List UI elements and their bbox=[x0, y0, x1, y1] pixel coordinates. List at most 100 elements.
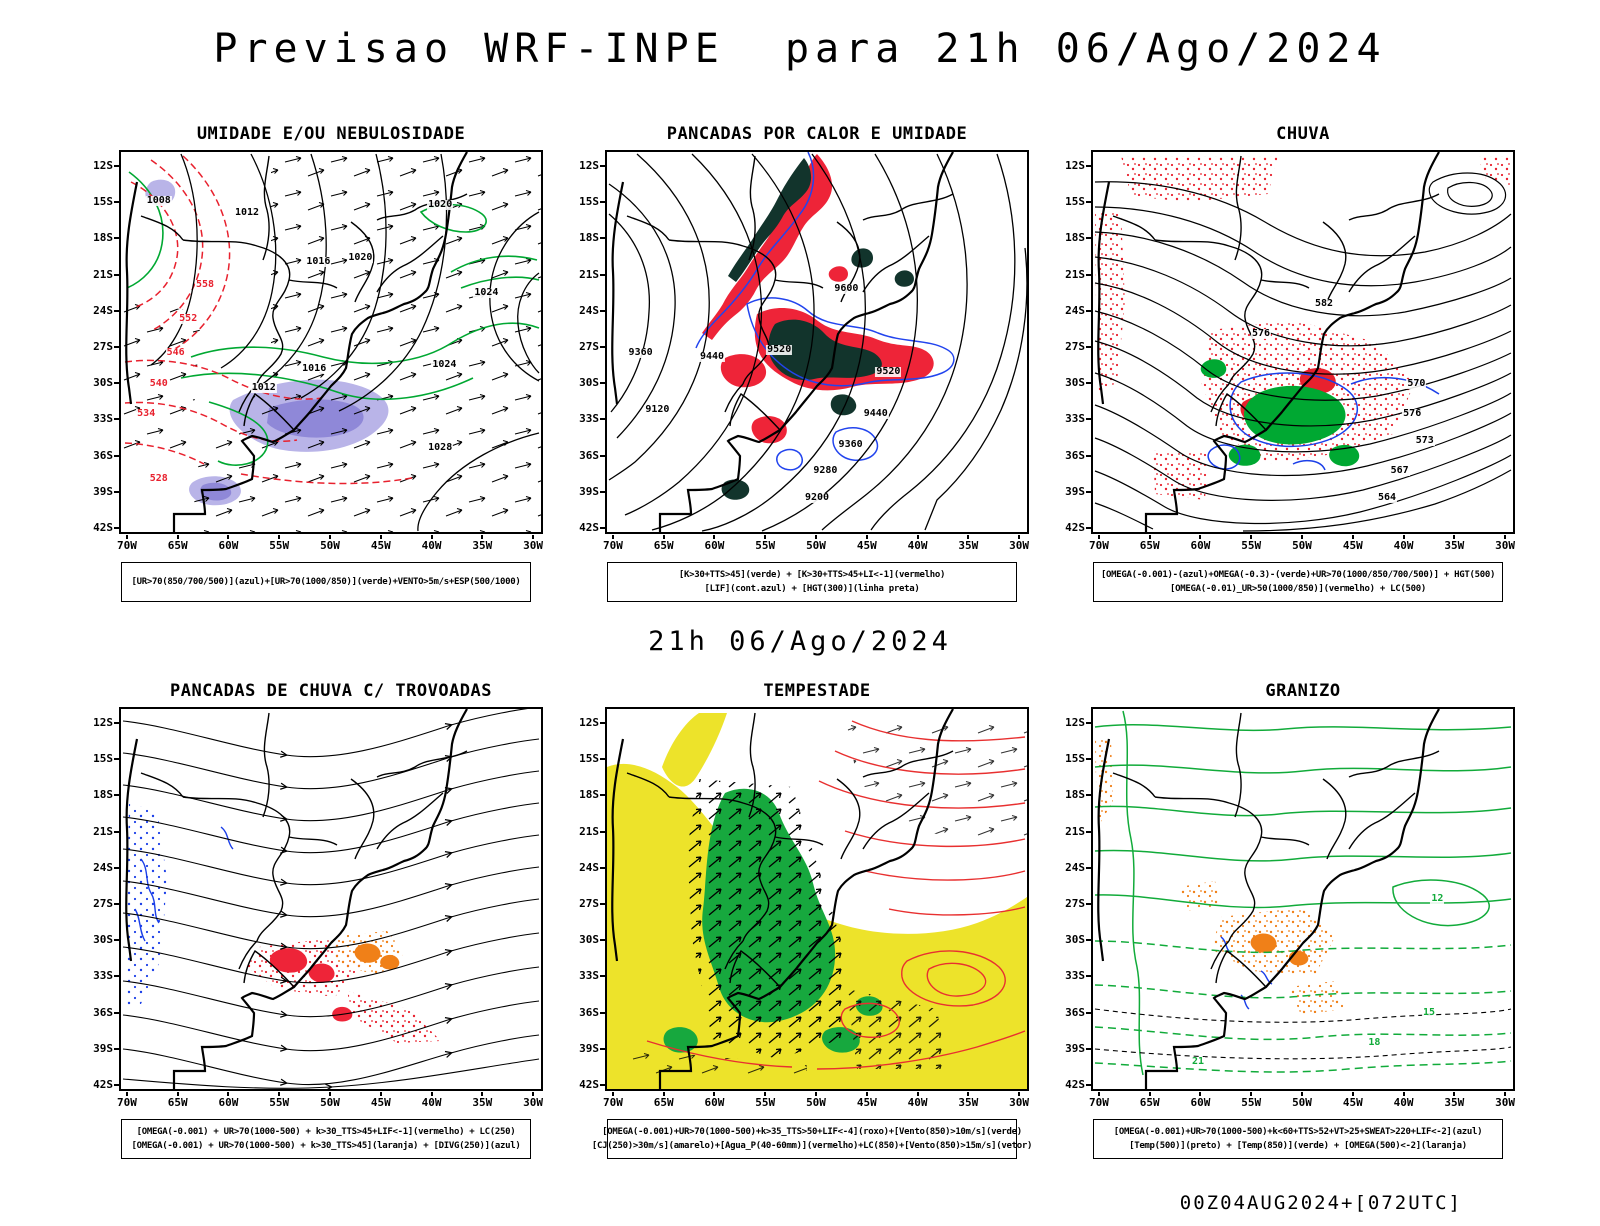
lat-tick-label: 24S bbox=[579, 304, 605, 317]
lat-tick-label: 27S bbox=[93, 340, 119, 353]
lat-tick-label: 12S bbox=[93, 717, 119, 729]
lon-tick-label: 30W bbox=[1009, 1092, 1029, 1109]
lon-tick-label: 70W bbox=[1089, 535, 1109, 552]
lon-tick-label: 50W bbox=[320, 1092, 340, 1109]
panel-title: TEMPESTADE bbox=[763, 681, 871, 701]
contour-label: 1008 bbox=[145, 195, 172, 207]
lon-tick-label: 60W bbox=[1191, 1092, 1211, 1109]
contour-label: 1020 bbox=[347, 252, 374, 264]
map-pancadas-calor: 9600 9520 9520 9440 9440 9360 9360 9280 9200 9120 bbox=[605, 150, 1029, 534]
map-canvas-granizo bbox=[1094, 709, 1512, 1089]
lon-tick-label: 60W bbox=[705, 535, 725, 552]
panel-chuva: CHUVA 12S 15S 18S 21S 24S 27S 30S 33S 36S 39S 42S bbox=[1057, 124, 1515, 602]
lon-tick-label: 70W bbox=[603, 1092, 623, 1109]
lat-tick-label: 24S bbox=[93, 304, 119, 317]
contour-label: 552 bbox=[178, 313, 199, 325]
lon-tick-label: 45W bbox=[857, 1092, 877, 1109]
lon-axis: 70W 65W 60W 55W 50W 45W 40W 35W 30W bbox=[117, 535, 543, 552]
lon-tick-label: 65W bbox=[1140, 1092, 1160, 1109]
lat-tick-label: 36S bbox=[579, 1006, 605, 1019]
lat-tick-label: 18S bbox=[93, 789, 119, 801]
lon-tick-label: 55W bbox=[1241, 535, 1261, 552]
lat-tick-label: 21S bbox=[93, 268, 119, 281]
lon-tick-label: 45W bbox=[857, 535, 877, 552]
map-pancadas-trovoadas bbox=[119, 707, 543, 1091]
lat-tick-label: 42S bbox=[93, 1078, 119, 1091]
lon-tick-label: 30W bbox=[1009, 535, 1029, 552]
caption-line: [K>30+TTS>45](verde) + [K>30+TTS>45+LI<-… bbox=[678, 570, 946, 580]
contour-label: 573 bbox=[1414, 434, 1435, 446]
panel-granizo: GRANIZO 12S 15S 18S 21S 24S 27S 30S 33S 36S 39S 42… bbox=[1057, 681, 1515, 1159]
lon-tick-label: 65W bbox=[654, 1092, 674, 1109]
omega-blue-contours bbox=[1207, 372, 1440, 471]
lat-tick-label: 30S bbox=[93, 934, 119, 946]
hgt500-black-contours bbox=[1094, 172, 1512, 532]
lat-tick-label: 39S bbox=[93, 485, 119, 498]
lon-tick-label: 30W bbox=[1495, 535, 1515, 552]
contour-label: 9360 bbox=[627, 347, 654, 359]
lat-tick-label: 18S bbox=[579, 232, 605, 244]
lon-tick-label: 35W bbox=[472, 535, 492, 552]
lat-tick-label: 18S bbox=[579, 789, 605, 801]
lon-tick-label: 60W bbox=[219, 1092, 239, 1109]
lon-tick-label: 60W bbox=[219, 535, 239, 552]
lon-tick-label: 55W bbox=[755, 1092, 775, 1109]
panel-umidade: UMIDADE E/OU NEBULOSIDADE 12S 15S 18S 21S 24… bbox=[85, 124, 543, 602]
top-row: UMIDADE E/OU NEBULOSIDADE 12S 15S 18S 21S 24… bbox=[0, 124, 1600, 602]
contour-label: 564 bbox=[1376, 491, 1398, 503]
lon-tick-label: 70W bbox=[1089, 1092, 1109, 1109]
divergence-blue-speckle bbox=[125, 804, 234, 1009]
lon-tick-label: 40W bbox=[422, 535, 442, 552]
lat-tick-label: 27S bbox=[579, 340, 605, 353]
lat-tick-label: 15S bbox=[579, 196, 605, 208]
lat-tick-label: 12S bbox=[1065, 160, 1091, 172]
lon-tick-label: 35W bbox=[1444, 1092, 1464, 1109]
lon-tick-label: 30W bbox=[523, 1092, 543, 1109]
lat-tick-label: 21S bbox=[1065, 825, 1091, 838]
rain-red-speckle bbox=[1095, 156, 1511, 500]
caption-line: [Temp(500)](preto) + [Temp(850)](verde) … bbox=[1129, 1141, 1467, 1151]
map-chuva: 582 576 570 576 573 567 564 bbox=[1091, 150, 1515, 534]
wind850-vector-field bbox=[627, 719, 1027, 1087]
lat-tick-label: 30S bbox=[579, 934, 605, 946]
lat-tick-label: 18S bbox=[1065, 789, 1091, 801]
caption-line: [OMEGA(-0.001)+UR>70(1000-500)+k>35_TTS>… bbox=[602, 1127, 1022, 1137]
lat-tick-label: 30S bbox=[1065, 377, 1091, 389]
lat-tick-label: 15S bbox=[93, 196, 119, 208]
panel-title: PANCADAS POR CALOR E UMIDADE bbox=[666, 124, 968, 144]
panel-title: CHUVA bbox=[1276, 124, 1330, 144]
page-title: Previsao WRF-INPE para 21h 06/Ago/2024 bbox=[213, 26, 1387, 72]
lat-tick-label: 27S bbox=[1065, 897, 1091, 910]
contour-label: 1016 bbox=[305, 256, 332, 268]
lat-tick-label: 21S bbox=[93, 825, 119, 838]
lat-tick-label: 36S bbox=[1065, 1006, 1091, 1019]
lon-axis: 70W 65W 60W 55W 50W 45W 40W 35W 30W bbox=[1089, 535, 1515, 552]
lon-axis: 70W 65W 60W 55W 50W 45W 40W 35W 30W bbox=[603, 535, 1029, 552]
lat-tick-label: 33S bbox=[1065, 413, 1091, 425]
lat-tick-label: 12S bbox=[1065, 717, 1091, 729]
lon-tick-label: 45W bbox=[1343, 1092, 1363, 1109]
contour-label: 12 bbox=[1430, 893, 1445, 904]
map-canvas-tempestade bbox=[607, 709, 1027, 1089]
panel-title: PANCADAS DE CHUVA C/ TROVOADAS bbox=[169, 681, 493, 701]
panel-tempestade: TEMPESTADE 12S 15S 18S 21S 24S 27S 30S 33S 36S 39… bbox=[571, 681, 1032, 1159]
contour-label: 570 bbox=[1406, 377, 1427, 389]
lon-tick-label: 40W bbox=[908, 535, 928, 552]
contour-label: 15 bbox=[1421, 1007, 1437, 1018]
contour-label: 9360 bbox=[837, 438, 864, 450]
lat-tick-label: 42S bbox=[579, 1078, 605, 1091]
lon-axis: 70W 65W 60W 55W 50W 45W 40W 35W 30W bbox=[1089, 1092, 1515, 1109]
caption-line: [OMEGA(-0.001)+UR>70(1000-500)+k<60+TTS>… bbox=[1113, 1127, 1483, 1137]
map-umidade: 1008 1012 1016 1020 1020 1024 1024 1016 1012 1028… bbox=[119, 150, 543, 534]
lat-tick-label: 33S bbox=[579, 413, 605, 425]
streamlines bbox=[122, 709, 540, 1088]
lat-tick-label: 15S bbox=[1065, 753, 1091, 765]
lon-tick-label: 35W bbox=[1444, 535, 1464, 552]
lon-tick-label: 50W bbox=[1292, 1092, 1312, 1109]
contour-label: 1020 bbox=[427, 199, 454, 211]
lat-tick-label: 21S bbox=[1065, 268, 1091, 281]
caption-box: [OMEGA(-0.001)+UR>70(1000-500)+k>35_TTS>… bbox=[592, 1119, 1032, 1159]
panel-title: UMIDADE E/OU NEBULOSIDADE bbox=[196, 124, 466, 144]
panel-pancadas-trovoadas: PANCADAS DE CHUVA C/ TROVOADAS 12S 15S 18S… bbox=[85, 681, 543, 1159]
contour-label: 546 bbox=[165, 347, 186, 359]
